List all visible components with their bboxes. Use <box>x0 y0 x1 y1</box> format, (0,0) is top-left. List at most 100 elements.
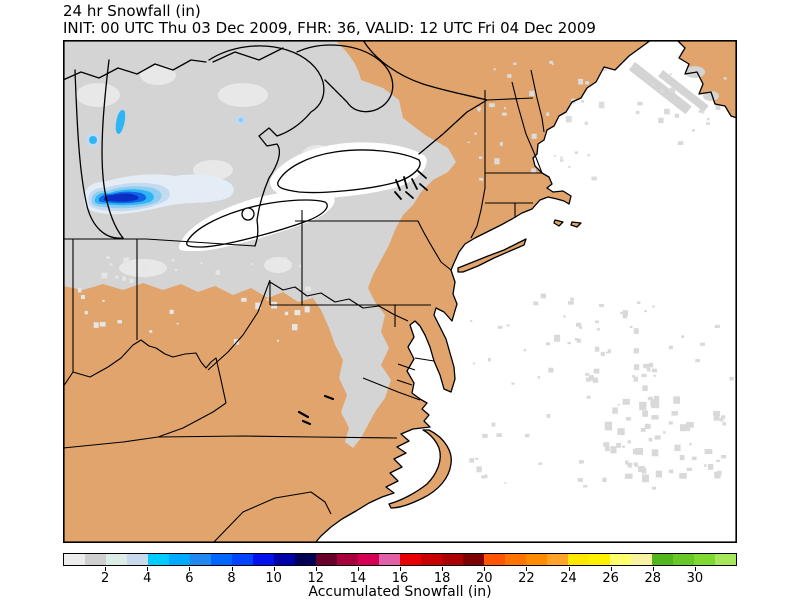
snow-speckle <box>171 258 175 262</box>
snow-speckle <box>668 469 674 474</box>
great-lakes-shorelines <box>63 40 488 247</box>
border-mason-dixon-delmarva <box>270 304 435 362</box>
snow-speckle <box>176 323 179 325</box>
snow-speckle <box>477 107 481 110</box>
snow-speckle <box>617 428 625 436</box>
snow-speckle <box>642 410 649 417</box>
lake-effect-streak <box>115 110 126 134</box>
snow-speckle <box>671 411 678 416</box>
snow-speckle <box>585 373 590 376</box>
snow-speckle <box>482 433 488 438</box>
colorbar-segment <box>505 554 526 565</box>
snow-speckle <box>663 431 666 434</box>
snow-speckle <box>721 455 727 459</box>
snow-speckle <box>633 348 639 354</box>
lake-ontario <box>277 149 421 194</box>
colorbar-tick-label: 12 <box>307 571 325 586</box>
snow-speckle <box>605 351 608 354</box>
snow-speckle <box>686 421 694 428</box>
snow-speckle <box>677 141 684 145</box>
snow-speckle <box>695 359 700 363</box>
snow-speckle <box>634 464 638 467</box>
colorbar-segment <box>463 554 484 565</box>
snow-speckle <box>304 306 310 313</box>
snow-speckle <box>215 270 220 275</box>
snow-speckle <box>581 100 584 103</box>
snow-speckle <box>660 89 665 94</box>
snow-blob-lake-michigan <box>83 110 246 215</box>
snow-speckle <box>525 433 530 438</box>
snow-speckle <box>715 104 721 110</box>
snow-speckle <box>616 442 621 448</box>
snow-speckle <box>635 111 640 115</box>
snow-speckle <box>586 395 591 399</box>
map-canvas <box>63 40 737 543</box>
snow-speckle <box>714 473 721 479</box>
snow-speckle <box>627 462 633 468</box>
snow-speckle <box>621 445 626 448</box>
snow-speckle <box>691 456 697 461</box>
snow-speckle <box>596 327 600 331</box>
colorbar-tick-label: 16 <box>391 571 409 586</box>
snow-trace-main <box>63 40 456 448</box>
snow-speckle <box>706 122 710 125</box>
colorbar-segment <box>547 554 568 565</box>
outer-banks <box>389 430 452 508</box>
snow-speckle <box>622 315 627 319</box>
snow-speckle <box>93 322 99 328</box>
snow-speckle <box>560 156 563 159</box>
colorbar-tick-label: 6 <box>185 571 194 586</box>
snow-speckle <box>506 324 510 327</box>
snow-speckle <box>599 303 604 308</box>
snow-speckle <box>169 309 174 314</box>
colorbar-tickmark <box>357 567 359 571</box>
colorbar-segment <box>526 554 547 565</box>
snow-speckle <box>686 467 692 471</box>
forecast-map <box>63 40 737 543</box>
snow-speckle <box>469 458 475 463</box>
state-borders <box>63 69 545 543</box>
snow-speckle <box>175 269 178 272</box>
snow-speckle <box>578 78 584 85</box>
colorbar-segment <box>358 554 379 565</box>
snow-speckle <box>644 363 650 369</box>
snow-speckle <box>679 424 688 432</box>
snow-speckle <box>578 326 583 329</box>
colorbar-segment <box>484 554 505 565</box>
snow-speckle <box>633 376 639 382</box>
ohio-river <box>63 339 227 404</box>
snow-speckle <box>698 109 703 113</box>
colorbar-tick-label: 30 <box>686 571 704 586</box>
colorbar-tick-label: 10 <box>265 571 282 586</box>
long-island-coast <box>457 238 527 273</box>
snow-speckle <box>474 457 479 460</box>
snow-speckle <box>84 311 88 315</box>
snow-speckle <box>255 302 261 310</box>
snow-speckle <box>625 417 632 421</box>
snow-speckle <box>649 362 654 368</box>
colorbar-segment <box>694 554 715 565</box>
snow-speckle <box>644 310 647 313</box>
snow-speckle <box>637 101 643 106</box>
snow-speckle <box>639 401 647 411</box>
snow-speckle <box>681 335 685 338</box>
colorbar-segment <box>148 554 169 565</box>
colorbar-tick-label: 24 <box>560 571 577 586</box>
snow-speckle <box>641 468 647 474</box>
snow-speckle <box>531 133 537 139</box>
snow-speckle <box>717 470 722 476</box>
georgian-bay-shore <box>296 44 394 113</box>
colorbar-ticks: 2 4 6 8 10 12 14 16 18 20 22 24 26 28 30 <box>63 566 737 592</box>
colorbar-tickmark <box>652 567 654 571</box>
colorbar <box>63 553 737 566</box>
long-island <box>458 239 526 272</box>
snow-speckle <box>679 473 687 479</box>
colorbar-tickmark <box>189 567 191 571</box>
colorbar-segment <box>169 554 190 565</box>
snow-speckle <box>129 278 134 284</box>
snow-speckle <box>651 449 659 457</box>
snow-speckle <box>479 156 483 159</box>
snow-speckle <box>629 326 633 329</box>
snow-speckle <box>703 93 707 97</box>
